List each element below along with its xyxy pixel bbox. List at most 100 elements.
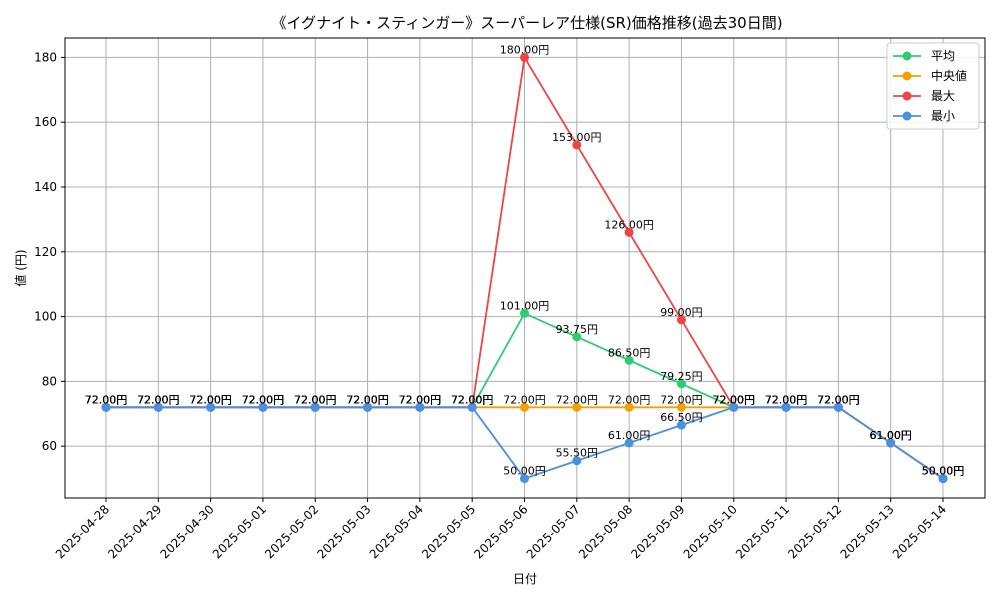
data-label: 50.00円 [922, 465, 965, 478]
data-label: 153.00円 [552, 131, 602, 144]
data-label: 72.00円 [294, 393, 337, 406]
data-label: 126.00円 [604, 218, 654, 231]
grid-layer [65, 38, 985, 498]
legend-marker [902, 51, 912, 61]
legend-marker [902, 111, 912, 121]
data-label: 72.00円 [242, 393, 285, 406]
data-label: 66.50円 [660, 411, 703, 424]
data-label: 61.00円 [608, 429, 651, 442]
y-axis-title: 値 (円) [13, 249, 28, 286]
data-label: 72.00円 [713, 393, 756, 406]
legend-label: 平均 [931, 49, 955, 63]
y-tick-label: 160 [34, 115, 57, 129]
chart-title: 《イグナイト・スティンガー》スーパーレア仕様(SR)価格推移(過去30日間) [271, 14, 782, 32]
y-tick-label: 140 [34, 180, 57, 194]
series-point [624, 355, 634, 365]
data-label: 61.00円 [869, 429, 912, 442]
series-point [886, 438, 896, 448]
data-label: 72.00円 [817, 393, 860, 406]
series-point [258, 402, 268, 412]
data-label: 72.00円 [817, 393, 860, 406]
series-point [833, 402, 843, 412]
series-point [206, 402, 216, 412]
data-label: 61.00円 [869, 429, 912, 442]
data-label: 93.75円 [556, 323, 599, 336]
data-label: 101.00円 [500, 299, 550, 312]
y-tick-label: 120 [34, 245, 57, 259]
data-label: 72.00円 [451, 393, 494, 406]
series-point [729, 402, 739, 412]
data-label: 72.00円 [242, 393, 285, 406]
data-label: 72.00円 [556, 393, 599, 406]
series-point [676, 402, 686, 412]
data-label: 72.00円 [346, 393, 389, 406]
data-label: 61.00円 [869, 429, 912, 442]
series-point [363, 402, 373, 412]
series-point [572, 456, 582, 466]
x-axis-title: 日付 [513, 572, 537, 586]
y-tick-label: 60 [42, 439, 57, 453]
data-label: 72.00円 [713, 393, 756, 406]
legend-label: 最小 [931, 109, 955, 123]
data-label: 99.00円 [660, 306, 703, 319]
data-label: 72.00円 [451, 393, 494, 406]
data-label: 50.00円 [503, 465, 546, 478]
data-label: 72.00円 [399, 393, 442, 406]
data-label: 61.00円 [869, 429, 912, 442]
data-label: 72.00円 [817, 393, 860, 406]
series-point [624, 438, 634, 448]
data-label: 180.00円 [500, 43, 550, 56]
data-label: 72.00円 [817, 393, 860, 406]
data-label: 72.00円 [765, 393, 808, 406]
series-point [572, 332, 582, 342]
data-label: 72.00円 [346, 393, 389, 406]
series-point [415, 402, 425, 412]
data-label: 86.50円 [608, 346, 651, 359]
data-label: 72.00円 [399, 393, 442, 406]
data-label: 72.00円 [137, 393, 180, 406]
legend-label: 最大 [931, 89, 955, 103]
series-point [467, 402, 477, 412]
data-label: 72.00円 [189, 393, 232, 406]
data-label: 72.00円 [346, 393, 389, 406]
data-label: 72.00円 [451, 393, 494, 406]
data-label: 72.00円 [451, 393, 494, 406]
data-label: 72.00円 [189, 393, 232, 406]
data-label: 72.00円 [399, 393, 442, 406]
data-label: 72.00円 [189, 393, 232, 406]
series-point [624, 227, 634, 237]
y-tick-label: 100 [34, 310, 57, 324]
series-point [676, 420, 686, 430]
data-labels-layer: 72.00円 72.00円 72.00円 72.00円 72.00円 72.00円 72.0… [85, 43, 965, 477]
data-label: 72.00円 [765, 393, 808, 406]
data-label: 72.00円 [765, 393, 808, 406]
series-point [520, 308, 529, 318]
data-label: 72.00円 [294, 393, 337, 406]
data-label: 72.00円 [85, 393, 128, 406]
legend-marker [902, 91, 912, 101]
series-point [676, 315, 686, 325]
data-label: 79.25円 [660, 370, 703, 383]
data-label: 72.00円 [85, 393, 128, 406]
series-point [676, 379, 686, 389]
data-label: 72.00円 [294, 393, 337, 406]
data-label: 72.00円 [294, 393, 337, 406]
series-point [520, 402, 529, 412]
series-point [938, 474, 948, 484]
data-label: 72.00円 [503, 393, 546, 406]
data-label: 72.00円 [137, 393, 180, 406]
legend-frame [886, 42, 980, 130]
data-label: 72.00円 [85, 393, 128, 406]
data-label: 72.00円 [137, 393, 180, 406]
data-label: 72.00円 [242, 393, 285, 406]
data-label: 72.00円 [346, 393, 389, 406]
series-point [101, 402, 111, 412]
y-tick-label: 180 [34, 50, 57, 64]
series-point [781, 402, 791, 412]
series-point [624, 402, 634, 412]
data-label: 72.00円 [765, 393, 808, 406]
